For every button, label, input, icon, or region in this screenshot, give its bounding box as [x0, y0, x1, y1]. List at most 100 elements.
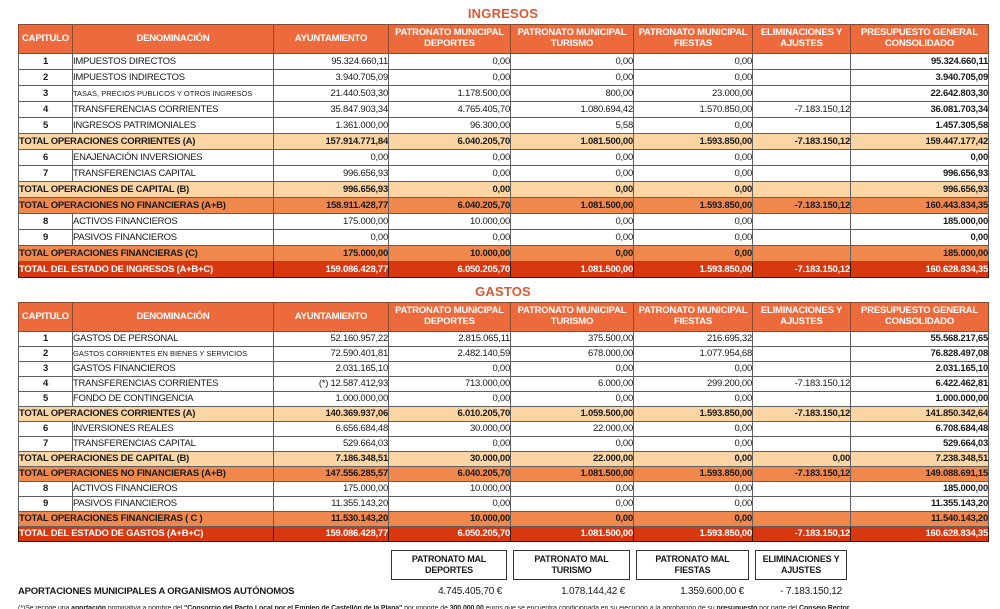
table-row: 3 GASTOS FINANCIEROS 2.031.165,10 0,00 0,00 0… [18, 361, 989, 377]
column-header-3: PATRONATO MUNICIPAL DEPORTES [388, 302, 511, 332]
column-header-5: PATRONATO MUNICIPAL FIESTAS [633, 24, 753, 54]
value-cell: 52.160.957,22 [273, 331, 389, 347]
value-cell: 36.081.703,34 [850, 101, 989, 118]
capitulo-cell: 9 [18, 496, 73, 512]
footnote-segment: por importe de [402, 604, 450, 609]
value-cell [752, 165, 851, 182]
value-cell: -7.183.150,12 [752, 526, 851, 542]
column-header-0: CAPITULO [18, 24, 73, 54]
footer-box-cell: PATRONATO MAL FIESTAS [633, 550, 752, 580]
table-row: 5 FONDO DE CONTINGENCIA 1.000.000,00 0,00 0,… [18, 391, 989, 407]
table-row: TOTAL DEL ESTADO DE GASTOS (A+B+C) 159.08… [18, 526, 989, 542]
footer-box-3: ELIMINACIONES Y AJUSTES [755, 550, 847, 580]
value-cell: 0,00 [633, 117, 753, 134]
value-cell: 713.000,00 [388, 376, 511, 392]
value-cell: 95.324.660,11 [850, 53, 989, 70]
value-cell: 10.000,00 [388, 213, 511, 230]
capitulo-cell: 7 [18, 436, 73, 452]
gastos-table-body: 1 GASTOS DE PERSONAL 52.160.957,22 2.815.06… [18, 331, 989, 542]
table-row: 7 TRANSFERENCIAS CAPITAL 529.664,03 0,00 0,0… [18, 436, 989, 452]
value-cell [752, 481, 851, 497]
value-cell: 0,00 [510, 496, 634, 512]
value-cell: 3.940.705,09 [850, 69, 989, 86]
table-row: 5 INGRESOS PATRIMONIALES 1.361.000,00 96.30… [18, 117, 989, 134]
capitulo-cell: 3 [18, 361, 73, 377]
footnote-segment: euros que se encuentra condicionada en s… [483, 604, 717, 609]
column-header-3: PATRONATO MUNICIPAL DEPORTES [388, 24, 511, 54]
table-row: TOTAL DEL ESTADO DE INGRESOS (A+B+C) 159.… [18, 261, 989, 278]
value-cell: 1.593.850,00 [633, 406, 753, 422]
table-row: 9 PASIVOS FINANCIEROS 11.355.143,20 0,00 0,0… [18, 496, 989, 512]
value-cell: 1.081.500,00 [510, 261, 634, 278]
gastos-title: GASTOS [475, 284, 531, 299]
value-cell [752, 346, 851, 362]
value-cell: 185.000,00 [850, 481, 989, 497]
value-cell: 158.911.428,77 [273, 197, 389, 214]
column-header-5: PATRONATO MUNICIPAL FIESTAS [633, 302, 753, 332]
footnote-segment: "Consorcio del Pacto Local por el Empleo… [184, 604, 403, 609]
denominacion-cell: GASTOS DE PERSONAL [72, 331, 274, 347]
value-cell: 6.040.205,70 [388, 197, 511, 214]
value-cell: 0,00 [850, 149, 989, 166]
value-cell: 175.000,00 [273, 481, 389, 497]
value-cell: 0,00 [510, 165, 634, 182]
capitulo-cell: 5 [18, 117, 73, 134]
footnote-segment: . [849, 604, 852, 609]
denominacion-cell: INGRESOS PATRIMONIALES [72, 117, 274, 134]
value-cell: 4.765.405,70 [388, 101, 511, 118]
footer-values-row: APORTACIONES MUNICIPALES A ORGANISMOS AU… [18, 586, 988, 597]
denominacion-cell: INVERSIONES REALES [72, 421, 274, 437]
footer-value-3: - 7.183.150,12 [780, 585, 842, 597]
table-row: 6 INVERSIONES REALES 6.656.684,48 30.000,00… [18, 421, 989, 437]
value-cell: 299.200,00 [633, 376, 753, 392]
column-header-7: PRESUPUESTO GENERAL CONSOLIDADO [850, 24, 989, 54]
table-row: 7 TRANSFERENCIAS CAPITAL 996.656,93 0,00 0,0… [18, 165, 989, 182]
value-cell: 0,00 [633, 245, 753, 262]
denominacion-cell: TASAS, PRECIOS PUBLICOS Y OTROS INGRESOS [72, 85, 274, 102]
value-cell [752, 361, 851, 377]
value-cell: 0,00 [273, 229, 389, 246]
value-cell: 10.000,00 [388, 481, 511, 497]
value-cell: 160.443.834,35 [850, 197, 989, 214]
denominacion-cell: ACTIVOS FINANCIEROS [72, 481, 274, 497]
footnote-segment: nominativa a nombre del [105, 604, 185, 609]
footer-box-1: PATRONATO MAL TURISMO [513, 550, 630, 580]
ingresos-table: CAPITULO DENOMINACIÓN AYUNTAMIENTO PATRONAT… [18, 24, 989, 278]
value-cell: 0,00 [633, 391, 753, 407]
footer-boxes-row: PATRONATO MAL DEPORTES PATRONATO MAL TURI… [18, 550, 988, 580]
capitulo-cell: 1 [18, 53, 73, 70]
value-cell: 6.708.684,48 [850, 421, 989, 437]
value-cell: 0,00 [633, 361, 753, 377]
value-cell: 0,00 [510, 181, 634, 198]
footer-box-0: PATRONATO MAL DEPORTES [391, 550, 507, 580]
denominacion-cell: IMPUESTOS INDIRECTOS [72, 69, 274, 86]
value-cell: 159.086.428,77 [273, 526, 389, 542]
value-cell: 1.081.500,00 [510, 133, 634, 150]
denominacion-cell: PASIVOS FINANCIEROS [72, 229, 274, 246]
denominacion-cell: TRANSFERENCIAS CAPITAL [72, 165, 274, 182]
table-row: 8 ACTIVOS FINANCIEROS 175.000,00 10.000,00 0… [18, 481, 989, 497]
value-cell: (*) 12.587.412,93 [273, 376, 389, 392]
footnote-segment: por parte del [757, 604, 800, 609]
column-header-4: PATRONATO MUNICIPAL TURISMO [510, 24, 634, 54]
value-cell: 35.847.903,34 [273, 101, 389, 118]
value-cell: 1.081.500,00 [510, 466, 634, 482]
value-cell: 185.000,00 [850, 213, 989, 230]
value-cell: 0,00 [388, 53, 511, 70]
value-cell: 6.656.684,48 [273, 421, 389, 437]
value-cell [752, 229, 851, 246]
value-cell: 6.040.205,70 [388, 133, 511, 150]
total-label-cell: TOTAL OPERACIONES NO FINANCIERAS (A+B) [18, 197, 274, 214]
total-label-cell: TOTAL OPERACIONES FINANCIERAS (C) [18, 245, 274, 262]
denominacion-cell: FONDO DE CONTINGENCIA [72, 391, 274, 407]
value-cell: 0,00 [510, 229, 634, 246]
value-cell: 678.000,00 [510, 346, 634, 362]
value-cell [752, 496, 851, 512]
value-cell [752, 53, 851, 70]
value-cell: 1.593.850,00 [633, 261, 753, 278]
value-cell [752, 391, 851, 407]
table-row: 2 IMPUESTOS INDIRECTOS 3.940.705,09 0,00 0,0… [18, 69, 989, 86]
value-cell: -7.183.150,12 [752, 261, 851, 278]
value-cell: 6.000,00 [510, 376, 634, 392]
denominacion-cell: GASTOS FINANCIEROS [72, 361, 274, 377]
